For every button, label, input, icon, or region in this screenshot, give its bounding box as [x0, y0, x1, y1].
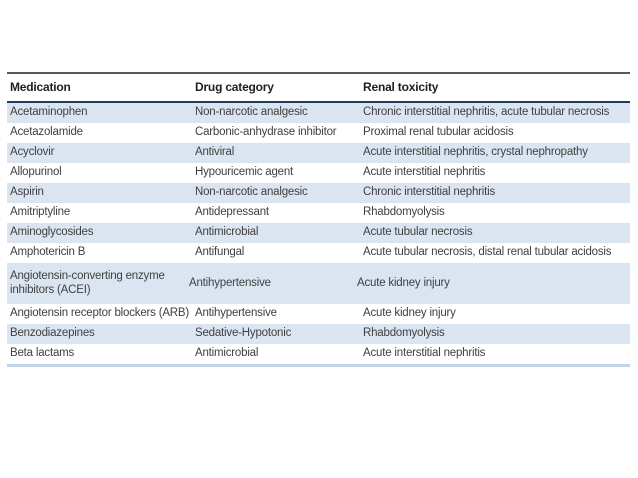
- medication-cell: Aminoglycosides: [10, 226, 94, 239]
- table-row: Amphotericin B Antifungal Acute tubular …: [7, 243, 630, 263]
- toxicity-cell: Acute interstitial nephritis: [363, 166, 486, 179]
- toxicity-cell: Acute kidney injury: [363, 307, 456, 320]
- column-header-medication: Medication: [10, 79, 71, 94]
- toxicity-cell: Chronic interstitial nephritis: [363, 186, 496, 199]
- toxicity-cell: Acute kidney injury: [357, 276, 450, 289]
- table-row: Acetazolamide Carbonic-anhydrase inhibit…: [7, 123, 630, 143]
- toxicity-cell: Acute tubular necrosis, distal renal tub…: [363, 246, 612, 259]
- medication-renal-toxicity-table: Medication Drug category Renal toxicity …: [7, 72, 630, 367]
- medication-cell: Angiotensin-converting enzyme inhibitors…: [10, 270, 165, 296]
- category-cell: Non-narcotic analgesic: [195, 106, 308, 119]
- medication-cell: Beta lactams: [10, 347, 75, 360]
- medication-cell: Angiotensin receptor blockers (ARB): [10, 307, 189, 320]
- category-cell: Antifungal: [195, 246, 245, 259]
- table-header-row: Medication Drug category Renal toxicity: [7, 72, 630, 103]
- toxicity-cell: Acute tubular necrosis: [363, 226, 473, 239]
- table-row: Angiotensin receptor blockers (ARB) Anti…: [7, 304, 630, 324]
- table-row: Angiotensin-converting enzyme inhibitors…: [7, 263, 630, 304]
- toxicity-cell: Acute interstitial nephritis, crystal ne…: [363, 146, 588, 159]
- column-header-renal-toxicity: Renal toxicity: [363, 79, 439, 94]
- table-bottom-rule: [7, 364, 630, 367]
- category-cell: Hypouricemic agent: [195, 166, 294, 179]
- category-cell: Antimicrobial: [195, 347, 259, 360]
- column-header-drug-category: Drug category: [195, 79, 274, 94]
- table-row: Acetaminophen Non-narcotic analgesic Chr…: [7, 103, 630, 123]
- category-cell: Antihypertensive: [189, 276, 271, 289]
- category-cell: Antimicrobial: [195, 226, 259, 239]
- toxicity-cell: Chronic interstitial nephritis, acute tu…: [363, 106, 610, 119]
- toxicity-cell: Rhabdomyolysis: [363, 206, 445, 219]
- table-row: Acyclovir Antiviral Acute interstitial n…: [7, 143, 630, 163]
- table-row: Amitriptyline Antidepressant Rhabdomyoly…: [7, 203, 630, 223]
- table-row: Allopurinol Hypouricemic agent Acute int…: [7, 163, 630, 183]
- category-cell: Antidepressant: [195, 206, 269, 219]
- table-row: Aspirin Non-narcotic analgesic Chronic i…: [7, 183, 630, 203]
- category-cell: Antiviral: [195, 146, 235, 159]
- table-row: Beta lactams Antimicrobial Acute interst…: [7, 344, 630, 364]
- category-cell: Antihypertensive: [195, 307, 277, 320]
- table-row: Benzodiazepines Sedative-Hypotonic Rhabd…: [7, 324, 630, 344]
- table-row: Aminoglycosides Antimicrobial Acute tubu…: [7, 223, 630, 243]
- medication-cell: Amphotericin B: [10, 246, 86, 259]
- category-cell: Non-narcotic analgesic: [195, 186, 308, 199]
- medication-cell: Allopurinol: [10, 166, 62, 179]
- medication-cell: Acyclovir: [10, 146, 55, 159]
- medication-cell: Amitriptyline: [10, 206, 71, 219]
- toxicity-cell: Proximal renal tubular acidosis: [363, 126, 514, 139]
- medication-cell: Acetaminophen: [10, 106, 88, 119]
- category-cell: Carbonic-anhydrase inhibitor: [195, 126, 337, 139]
- medication-cell: Benzodiazepines: [10, 327, 95, 340]
- medication-cell: Aspirin: [10, 186, 44, 199]
- toxicity-cell: Rhabdomyolysis: [363, 327, 445, 340]
- toxicity-cell: Acute interstitial nephritis: [363, 347, 486, 360]
- medication-cell: Acetazolamide: [10, 126, 83, 139]
- category-cell: Sedative-Hypotonic: [195, 327, 292, 340]
